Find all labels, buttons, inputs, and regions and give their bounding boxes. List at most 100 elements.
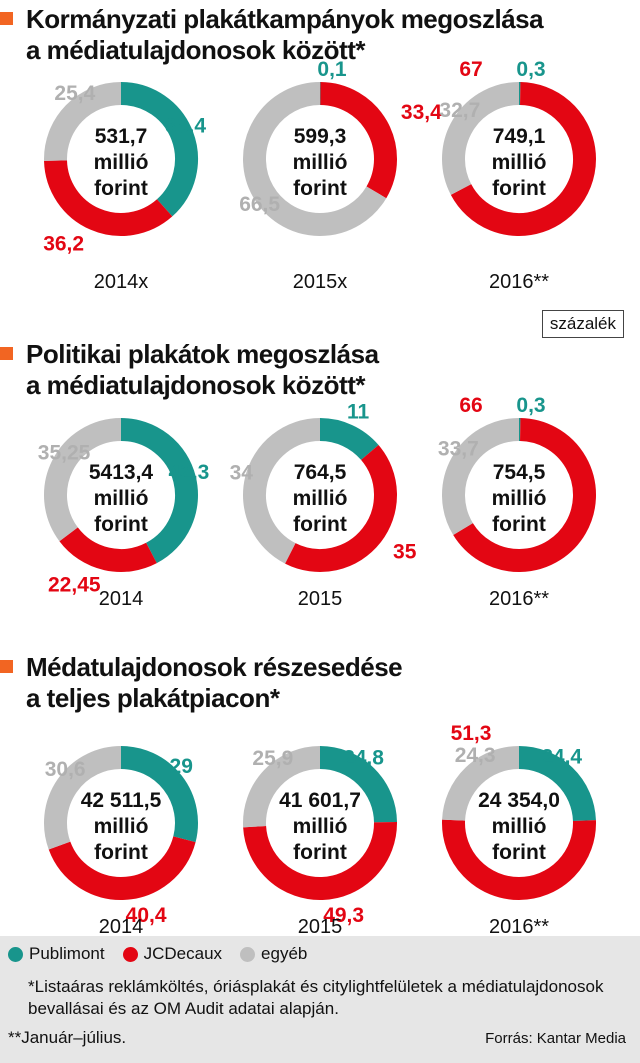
center-total-value: 42 511,5 xyxy=(81,789,162,812)
year-label: 2016** xyxy=(489,271,549,293)
donut-segment-publimont xyxy=(319,418,379,461)
segment-value-label: 66,5 xyxy=(239,193,280,216)
segment-value-label: 51,3 xyxy=(451,722,492,745)
center-total-value: 754,5 xyxy=(493,461,546,484)
donut-chart-group: 29 40,4 30,6 42 511,5 millió forint 2014 24,8 49… xyxy=(44,722,596,938)
center-total-value: 24 354,0 xyxy=(478,789,560,812)
footnote-period: **Január–július. xyxy=(8,1028,127,1047)
center-total-value: 531,7 xyxy=(95,125,148,148)
legend-item-jcdecaux: JCDecaux xyxy=(122,944,222,964)
unit-label: százalék xyxy=(541,310,624,338)
donut-segment-jcdecaux xyxy=(319,82,397,199)
donut-segment-egyb xyxy=(442,418,520,536)
center-total-value: 41 601,7 xyxy=(279,789,361,812)
segment-value-label: 30,6 xyxy=(45,758,86,781)
segment-value-label: 33,7 xyxy=(438,437,479,460)
center-unit-label: millió xyxy=(94,815,149,838)
year-label: 2015x xyxy=(293,271,348,293)
legend: Publimont JCDecaux egyéb xyxy=(8,944,307,964)
segment-value-label: 0,3 xyxy=(516,58,545,81)
donut-segment-jcdecaux xyxy=(48,836,196,900)
segment-value-label: 34 xyxy=(230,461,254,484)
section-title: Kormányzati plakátkampányok megoszlása a… xyxy=(26,4,544,66)
segment-value-label: 36,2 xyxy=(43,232,84,255)
segment-value-label: 0,1 xyxy=(317,58,347,81)
segment-value-label: 25,4 xyxy=(54,82,95,105)
section-title-line-2: a médiatulajdonosok között* xyxy=(26,370,365,400)
segment-value-label: 24,4 xyxy=(541,745,582,768)
legend-label: egyéb xyxy=(261,944,308,963)
section-title-line-2: a teljes plakátpiacon* xyxy=(26,683,280,713)
legend-dot-icon xyxy=(122,946,138,962)
segment-value-label: 38,4 xyxy=(165,115,206,138)
year-label: 2016** xyxy=(489,916,549,938)
segment-value-label: 24,8 xyxy=(343,746,384,769)
center-unit-label: forint xyxy=(293,177,347,200)
center-unit-label: forint xyxy=(492,177,546,200)
center-unit-label: millió xyxy=(94,151,149,174)
segment-value-label: 11 xyxy=(347,400,370,423)
section-market-share: Médatulajdonosok részesedése a teljes pl… xyxy=(0,648,640,938)
center-unit-label: millió xyxy=(492,815,547,838)
center-unit-label: millió xyxy=(293,487,348,510)
section-political-posters: Politikai plakátok megoszlása a médiatul… xyxy=(0,335,640,620)
segment-value-label: 67 xyxy=(459,58,482,81)
legend-dot-icon xyxy=(240,946,256,962)
legend-dot-icon xyxy=(8,946,23,962)
segment-value-label: 29 xyxy=(170,755,193,778)
center-unit-label: forint xyxy=(94,177,148,200)
segment-value-label: 40,4 xyxy=(126,904,167,927)
footnote-methodology: *Listaáras reklámköltés, óriásplakát és … xyxy=(28,977,604,1018)
donut-segment-jcdecaux xyxy=(243,821,397,900)
legend-item-other: egyéb xyxy=(240,944,307,964)
year-label: 2014 xyxy=(99,588,144,610)
center-unit-label: forint xyxy=(94,513,148,536)
legend-label: Publimont xyxy=(29,944,105,963)
center-unit-label: forint xyxy=(94,841,148,864)
donut-segment-egyb xyxy=(243,82,387,236)
segment-value-label: 35 xyxy=(393,541,417,564)
donut-segment-jcdecaux xyxy=(442,819,596,900)
section-title: Médatulajdonosok részesedése a teljes pl… xyxy=(26,652,403,714)
section-bullet xyxy=(0,347,13,360)
section-government-campaigns: Kormányzati plakátkampányok megoszlása a… xyxy=(0,0,640,300)
center-unit-label: millió xyxy=(492,487,547,510)
segment-value-label: 66 xyxy=(459,394,482,417)
segment-value-label: 24,3 xyxy=(455,744,496,767)
segment-value-label: 0,3 xyxy=(516,394,545,417)
donut-segment-jcdecaux xyxy=(450,82,596,236)
center-unit-label: millió xyxy=(492,151,547,174)
center-total-value: 599,3 xyxy=(294,125,347,148)
segment-value-label: 32,7 xyxy=(439,99,480,122)
center-total-value: 764,5 xyxy=(294,461,347,484)
center-unit-label: millió xyxy=(94,487,149,510)
donut-segment-egyb xyxy=(442,82,520,195)
donut-segment-egyb xyxy=(44,418,122,542)
segment-value-label: 49,3 xyxy=(323,904,364,927)
year-label: 2014x xyxy=(94,271,149,293)
section-bullet xyxy=(0,660,13,673)
donut-segment-publimont xyxy=(120,418,198,564)
section-title-line-1: Médatulajdonosok részesedése xyxy=(26,652,403,682)
section-bullet xyxy=(0,12,13,25)
section-title-line-2: a médiatulajdonosok között* xyxy=(26,35,366,65)
donut-segment-publimont xyxy=(120,746,198,843)
year-label: 2016** xyxy=(489,588,549,610)
center-unit-label: millió xyxy=(293,815,348,838)
donut-segment-publimont xyxy=(518,746,596,822)
donut-segment-egyb xyxy=(44,746,122,850)
year-label: 2015 xyxy=(298,588,343,610)
source-credit: Forrás: Kantar Media xyxy=(485,1030,626,1047)
donut-segment-publimont xyxy=(120,82,198,217)
section-title-line-1: Kormányzati plakátkampányok megoszlása xyxy=(26,4,544,34)
year-label: 2015 xyxy=(298,916,343,938)
donut-segment-egyb xyxy=(44,82,122,161)
donut-segment-jcdecaux xyxy=(44,159,173,236)
center-unit-label: forint xyxy=(492,513,546,536)
center-total-value: 5413,4 xyxy=(89,461,154,484)
legend-item-publimont: Publimont xyxy=(8,944,105,964)
center-unit-label: forint xyxy=(492,841,546,864)
footer: Publimont JCDecaux egyéb *Listaáras rekl… xyxy=(0,936,640,1063)
donut-segment-jcdecaux xyxy=(285,445,397,572)
